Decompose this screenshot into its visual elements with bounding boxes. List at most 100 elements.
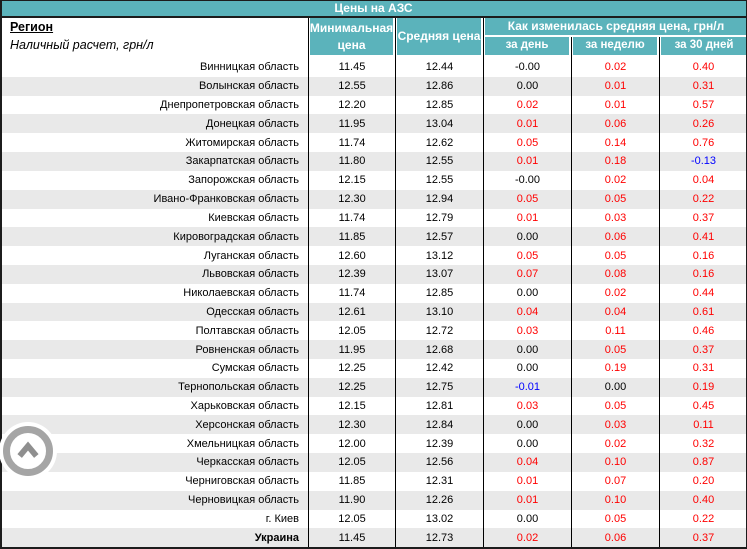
change-30days: 0.57 xyxy=(659,95,747,115)
min-price: 12.05 xyxy=(308,321,395,341)
change-day: 0.01 xyxy=(483,152,571,171)
min-price: 11.74 xyxy=(308,133,395,153)
change-week: 0.05 xyxy=(571,509,659,529)
avg-price: 13.12 xyxy=(395,246,483,265)
min-price: 12.61 xyxy=(308,302,395,322)
change-day: 0.00 xyxy=(483,359,571,378)
table-row: Киевская область 11.74 12.79 0.01 0.03 0… xyxy=(0,208,747,228)
change-week: 0.18 xyxy=(571,152,659,171)
region-column-header: Регион Наличный расчет, грн/л xyxy=(0,18,308,58)
change-week: 0.04 xyxy=(571,302,659,322)
min-price: 11.90 xyxy=(308,490,395,510)
avg-price: 12.79 xyxy=(395,208,483,228)
change-day: 0.01 xyxy=(483,490,571,510)
min-price: 12.55 xyxy=(308,76,395,96)
min-price: 12.00 xyxy=(308,434,395,454)
payment-type-label: Наличный расчет, грн/л xyxy=(10,38,154,52)
min-price: 11.95 xyxy=(308,114,395,134)
change-week: 0.00 xyxy=(571,377,659,397)
change-week: 0.08 xyxy=(571,264,659,284)
change-day: 0.00 xyxy=(483,415,571,435)
change-30days: 0.87 xyxy=(659,453,747,472)
change-week: 0.03 xyxy=(571,208,659,228)
table-row: Полтавская область 12.05 12.72 0.03 0.11… xyxy=(0,321,747,341)
avg-price: 12.42 xyxy=(395,359,483,378)
region-name: Черниговская область xyxy=(185,475,299,488)
min-price: 11.74 xyxy=(308,208,395,228)
change-30days: 0.22 xyxy=(659,189,747,209)
table-row: Луганская область 12.60 13.12 0.05 0.05 … xyxy=(0,246,747,265)
change-week: 0.02 xyxy=(571,170,659,190)
avg-price: 13.04 xyxy=(395,114,483,134)
change-30days: 0.76 xyxy=(659,133,747,153)
change-30days: 0.37 xyxy=(659,340,747,359)
change-week: 0.02 xyxy=(571,434,659,454)
min-price: 11.45 xyxy=(308,528,395,548)
change-30days: 0.31 xyxy=(659,359,747,378)
change-day: 0.04 xyxy=(483,453,571,472)
table-row: Закарпатская область 11.80 12.55 0.01 0.… xyxy=(0,152,747,171)
change-day: 0.02 xyxy=(483,95,571,115)
change-30days: 0.37 xyxy=(659,528,747,548)
table-row: Черкасская область 12.05 12.56 0.04 0.10… xyxy=(0,453,747,472)
change-day: 0.00 xyxy=(483,283,571,303)
scroll-to-top-button[interactable] xyxy=(3,426,53,476)
min-price: 12.05 xyxy=(308,509,395,529)
avg-price: 12.26 xyxy=(395,490,483,510)
region-name: Николаевская область xyxy=(183,287,299,300)
avg-price: 12.72 xyxy=(395,321,483,341)
change-30days: 0.41 xyxy=(659,227,747,247)
min-price: 11.45 xyxy=(308,58,395,77)
min-price: 12.30 xyxy=(308,415,395,435)
change-30days: 0.40 xyxy=(659,58,747,77)
avg-price: 13.02 xyxy=(395,509,483,529)
region-name: Полтавская область xyxy=(195,324,299,337)
change-week: 0.03 xyxy=(571,415,659,435)
region-name: Черкасская область xyxy=(196,456,299,469)
min-price: 12.15 xyxy=(308,170,395,190)
table-row: Херсонская область 12.30 12.84 0.00 0.03… xyxy=(0,415,747,435)
region-name: Луганская область xyxy=(203,249,299,262)
table-row: Кировоградская область 11.85 12.57 0.00 … xyxy=(0,227,747,247)
region-name: Днепропетровская область xyxy=(160,99,299,112)
change-30days: 0.11 xyxy=(659,415,747,435)
region-name: Тернопольская область xyxy=(178,381,299,394)
change-day: 0.00 xyxy=(483,76,571,96)
change-week: 0.19 xyxy=(571,359,659,378)
region-name: Закарпатская область xyxy=(185,155,299,168)
table-row: Тернопольская область 12.25 12.75 -0.01 … xyxy=(0,377,747,397)
change-30days: 0.46 xyxy=(659,321,747,341)
change-day: 0.00 xyxy=(483,227,571,247)
change-day: 0.01 xyxy=(483,471,571,491)
change-day: -0.01 xyxy=(483,377,571,397)
column-divider xyxy=(483,18,484,58)
region-name: Львовская область xyxy=(202,268,299,281)
change-week: 0.05 xyxy=(571,340,659,359)
change-week: 0.10 xyxy=(571,453,659,472)
change-30days: 0.32 xyxy=(659,434,747,454)
column-divider xyxy=(395,18,396,58)
table-row: Украина 11.45 12.73 0.02 0.06 0.37 xyxy=(0,528,747,548)
table-row: Львовская область 12.39 13.07 0.07 0.08 … xyxy=(0,264,747,284)
avg-price: 12.57 xyxy=(395,227,483,247)
min-price-header: Минимальная цена xyxy=(310,18,393,55)
column-divider xyxy=(659,37,660,58)
avg-price: 12.84 xyxy=(395,415,483,435)
change-30days: 0.20 xyxy=(659,471,747,491)
min-price: 12.25 xyxy=(308,359,395,378)
region-name: Житомирская область xyxy=(185,136,299,149)
table-row: Сумская область 12.25 12.42 0.00 0.19 0.… xyxy=(0,359,747,378)
change-30days: 0.40 xyxy=(659,490,747,510)
region-name: Волынская область xyxy=(198,80,299,93)
min-price: 12.39 xyxy=(308,264,395,284)
change-day: 0.01 xyxy=(483,114,571,134)
region-name: Ровненская область xyxy=(195,343,300,356)
min-price: 12.25 xyxy=(308,377,395,397)
change-day: 0.00 xyxy=(483,340,571,359)
change-week: 0.05 xyxy=(571,246,659,265)
table-row: г. Киев 12.05 13.02 0.00 0.05 0.22 xyxy=(0,509,747,529)
change-30days: 0.61 xyxy=(659,302,747,322)
change-day: 0.05 xyxy=(483,189,571,209)
avg-price: 13.10 xyxy=(395,302,483,322)
region-name: г. Киев xyxy=(265,512,299,525)
